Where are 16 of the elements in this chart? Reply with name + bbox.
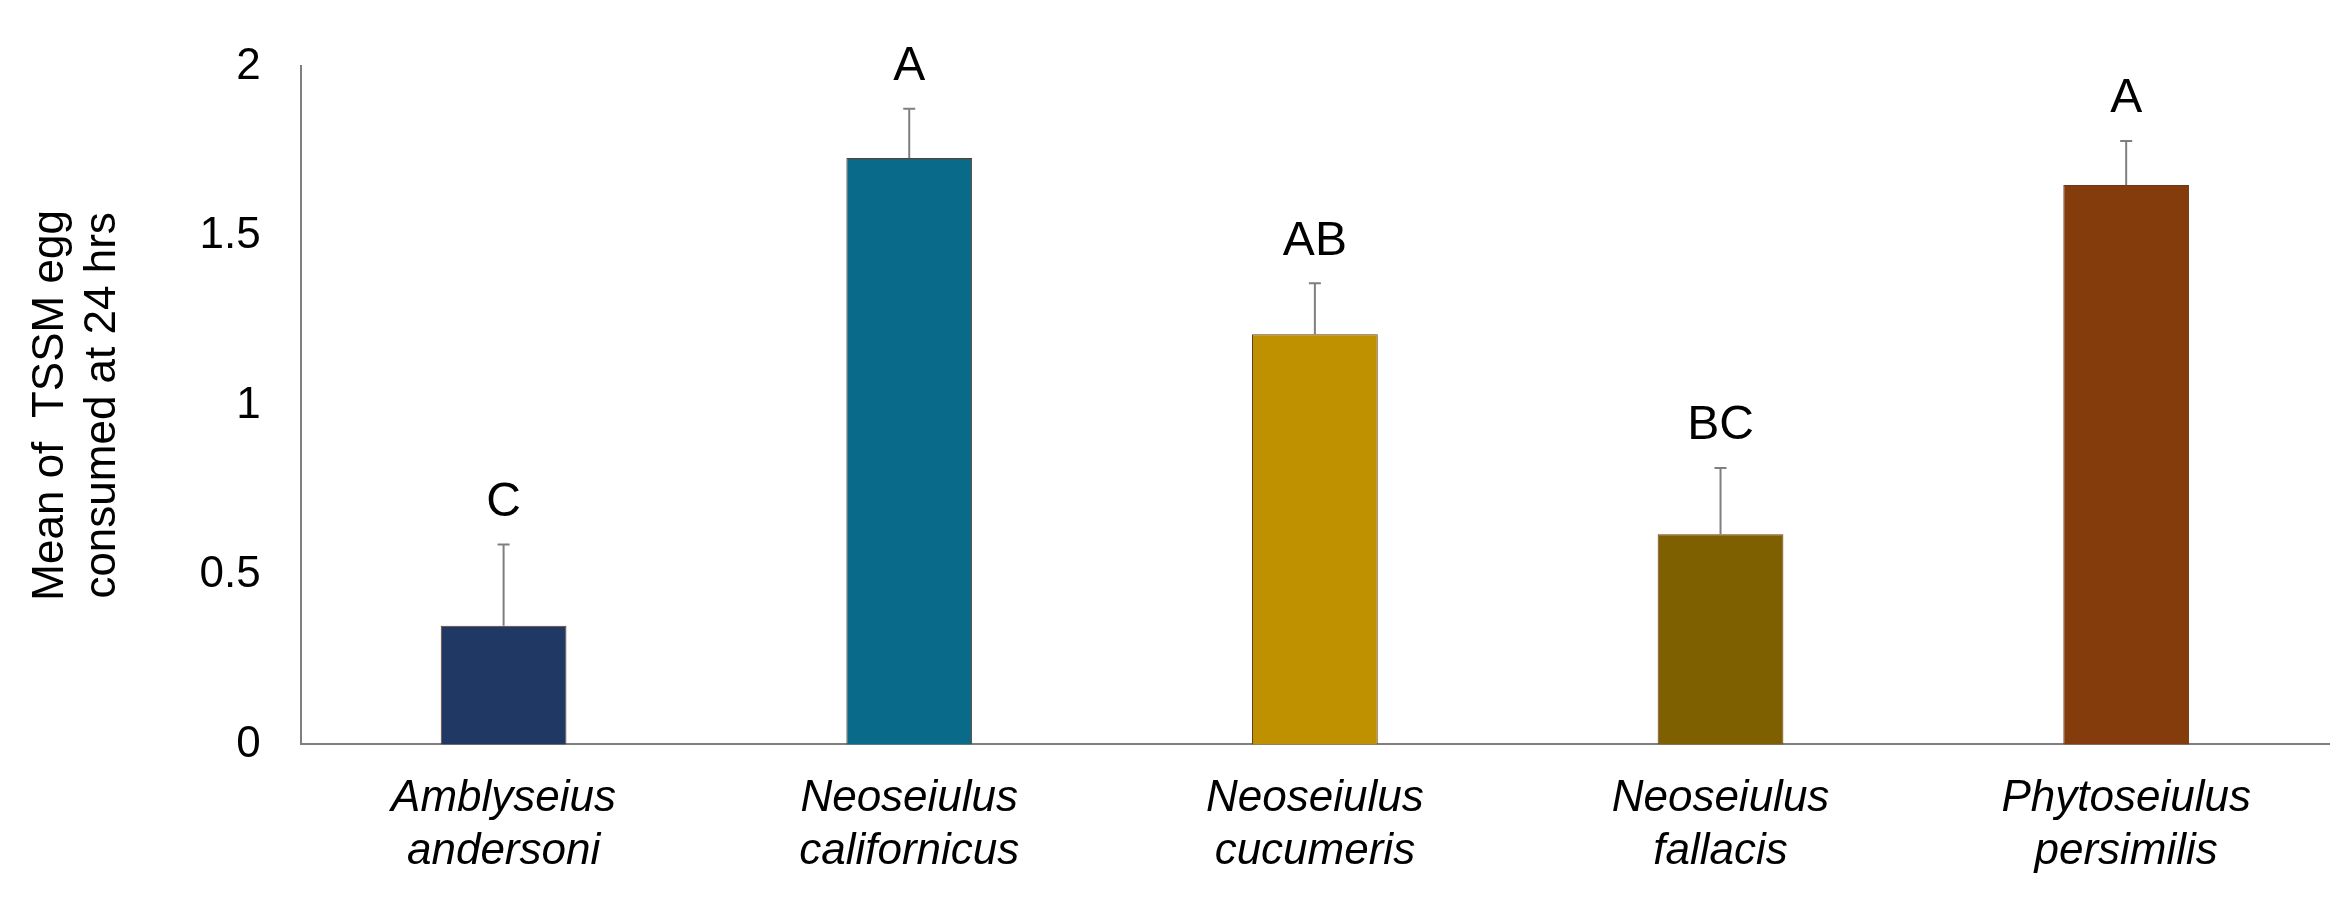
y-tick-label: 1 (236, 377, 261, 427)
y-axis-title: Mean of TSSM egg consumed at 24 hrs (22, 210, 125, 601)
x-tick-label: Neoseiulus cucumeris (1206, 771, 1424, 873)
y-tick-label: 0 (236, 716, 261, 766)
annotation: C (486, 472, 521, 526)
x-tick-label: Amblyseius andersoni (388, 771, 617, 873)
x-tick-label: Phytoseiulus persimilis (2001, 771, 2251, 873)
annotation: A (2110, 69, 2143, 123)
x-tick-label: Neoseiulus fallacis (1611, 771, 1830, 873)
x-tick-label: Neoseiulus californicus (799, 771, 1020, 873)
y-tick-label: 2 (236, 38, 261, 88)
annotation: BC (1687, 396, 1754, 450)
annotation: AB (1282, 211, 1347, 265)
y-tick-label: 1.5 (199, 208, 261, 258)
y-tick-label: 0.5 (199, 547, 261, 597)
annotation: A (893, 37, 926, 91)
